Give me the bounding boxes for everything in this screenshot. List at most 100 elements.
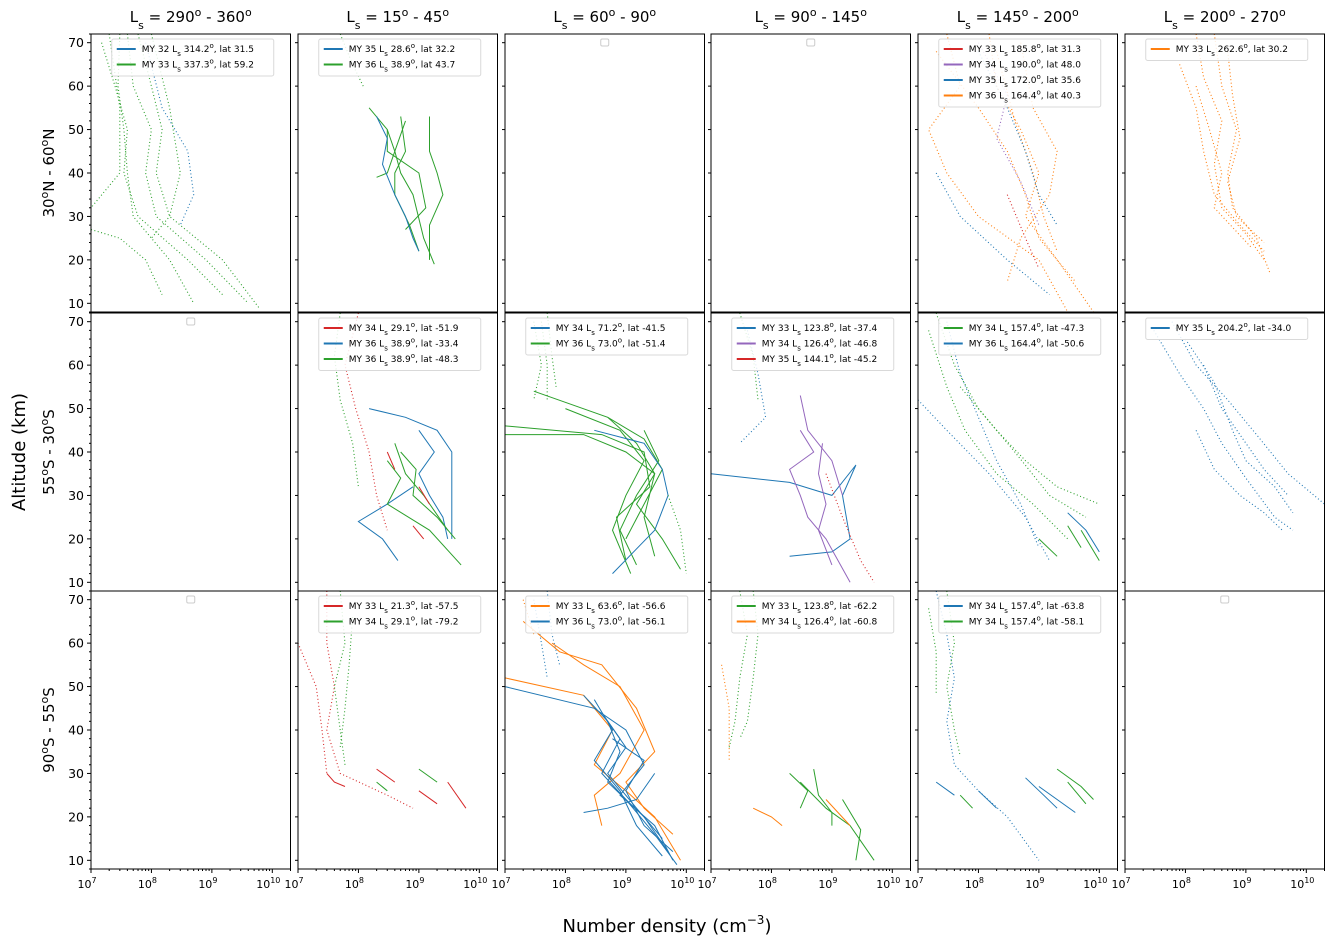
empty-legend — [806, 38, 816, 47]
y-tick-label: 40 — [68, 723, 84, 738]
column-title: Ls = 60o - 90o — [553, 6, 656, 32]
x-tick-label: 109 — [612, 876, 631, 891]
profile-line — [978, 790, 997, 809]
empty-legend — [186, 317, 196, 326]
profile-line — [333, 313, 359, 487]
profile-line — [1184, 338, 1294, 514]
legend-entry: MY 34 Ls 29.1o, lat -51.9 — [349, 321, 459, 337]
legend-entry: MY 32 Ls 314.2o, lat 31.5 — [142, 42, 254, 58]
profile-line — [357, 486, 414, 561]
legend-box — [318, 38, 482, 77]
profile-line — [619, 430, 660, 566]
panel-frame — [1124, 312, 1325, 592]
y-tick-label: 30 — [68, 488, 84, 503]
profile-line — [326, 773, 346, 787]
column-title: Ls = 90o - 145o — [755, 6, 868, 32]
legend-entry: MY 34 Ls 157.4o, lat -47.3 — [969, 321, 1084, 337]
profile-line — [928, 330, 1069, 540]
panel-r2-c3: MY 33 Ls 123.8o, lat -62.2MY 34 Ls 126.4… — [708, 590, 911, 870]
x-axis-col2: 107 108 109 1010 — [491, 869, 705, 891]
legend-box — [731, 595, 895, 634]
profile-line — [842, 799, 862, 861]
legend-box — [731, 317, 895, 371]
legend-entry: MY 34 Ls 157.4o, lat -63.8 — [969, 599, 1085, 615]
profiles — [91, 34, 260, 309]
row-label: 90oS - 55oS — [38, 687, 59, 773]
profile-line — [739, 330, 767, 444]
profile-line — [505, 434, 681, 570]
panel-r0-c4: MY 33 Ls 185.8o, lat 31.3MY 34 Ls 190.0o… — [915, 33, 1118, 313]
profile-line — [1203, 364, 1289, 496]
x-tick-label: 107 — [491, 876, 510, 891]
legend: MY 33 Ls 123.8o, lat -62.2MY 34 Ls 126.4… — [731, 595, 895, 634]
profile-line — [412, 525, 425, 540]
x-tick-label: 109 — [198, 876, 217, 891]
legend-box — [1145, 317, 1309, 340]
x-tick-label: 107 — [904, 876, 923, 891]
profile-line — [593, 699, 663, 857]
legend-entry: MY 34 Ls 126.4o, lat -60.8 — [762, 615, 878, 631]
legend-box — [318, 317, 482, 371]
profile-line — [376, 768, 396, 783]
panel-frame — [710, 33, 911, 313]
x-tick-label: 1010 — [256, 876, 280, 891]
profile-line — [418, 768, 438, 783]
x-tick-label: 108 — [138, 876, 157, 891]
legend-entry: MY 36 Ls 73.0o, lat -51.4 — [556, 337, 666, 353]
panel-frame — [1124, 33, 1325, 313]
legend-entry: MY 33 Ls 21.3o, lat -57.5 — [349, 599, 459, 615]
profile-line — [400, 451, 456, 540]
x-axis-col3: 107 108 109 1010 — [697, 869, 911, 891]
panel-r1-c0: 10 20 30 40 50 60 70 — [68, 312, 291, 592]
profile-line — [1067, 525, 1082, 548]
legend-entry: MY 34 Ls 190.0o, lat 48.0 — [969, 58, 1081, 74]
profile-line — [752, 807, 783, 826]
profile-line — [928, 608, 937, 696]
y-tick-label: 50 — [68, 679, 84, 694]
panel-frame — [90, 312, 291, 592]
profile-line — [418, 790, 438, 805]
panel-r2-c1: MY 33 Ls 21.3o, lat -57.5MY 34 Ls 29.1o,… — [295, 590, 498, 870]
legend: MY 35 Ls 204.2o, lat -34.0 — [1145, 317, 1309, 340]
legend: MY 33 Ls 123.8o, lat -37.4MY 34 Ls 126.4… — [731, 317, 895, 371]
y-tick-label: 60 — [68, 358, 84, 373]
profile-line — [1038, 786, 1076, 813]
x-tick-label: 1010 — [463, 876, 487, 891]
profile-line — [298, 642, 328, 774]
legend-entry: MY 33 Ls 123.8o, lat -37.4 — [762, 321, 878, 337]
profile-line — [817, 443, 833, 566]
y-axis-label: Altitude (km) — [9, 393, 30, 511]
y-tick-label: 70 — [68, 35, 84, 50]
profile-line — [959, 794, 973, 809]
legend-entry: MY 36 Ls 73.0o, lat -56.1 — [556, 615, 666, 631]
legend: MY 34 Ls 157.4o, lat -47.3MY 36 Ls 164.4… — [938, 317, 1102, 356]
legend-entry: MY 34 Ls 29.1o, lat -79.2 — [349, 615, 459, 631]
x-axis-col5: 107 108 109 1010 — [1111, 869, 1325, 891]
legend: MY 34 Ls 29.1o, lat -51.9MY 36 Ls 38.9o,… — [318, 317, 482, 371]
profile-line — [394, 116, 420, 252]
y-tick-label: 60 — [68, 79, 84, 94]
y-tick-label: 10 — [68, 853, 84, 868]
legend-entry: MY 36 Ls 164.4o, lat -50.6 — [969, 337, 1085, 353]
panel-r2-c4: MY 34 Ls 157.4o, lat -63.8MY 34 Ls 157.4… — [915, 590, 1118, 870]
legend-entry: MY 33 Ls 337.3o, lat 59.2 — [142, 58, 254, 74]
profile-line — [825, 473, 875, 583]
x-tick-label: 109 — [818, 876, 837, 891]
profile-line — [376, 116, 420, 252]
x-tick-label: 1010 — [876, 876, 900, 891]
profile-line — [927, 34, 1069, 312]
legend-box — [938, 595, 1102, 634]
legend-box — [318, 595, 482, 634]
legend-entry: MY 35 Ls 28.6o, lat 32.2 — [349, 42, 455, 58]
profile-line — [711, 464, 857, 557]
legend-box — [111, 38, 275, 77]
x-axis-col4: 107 108 109 1010 — [904, 869, 1118, 891]
legend-entry: MY 33 Ls 262.6o, lat 30.2 — [1176, 42, 1288, 58]
panel-r0-c5: MY 33 Ls 262.6o, lat 30.2 — [1122, 33, 1325, 313]
row-label: 55oS - 30oS — [38, 409, 59, 495]
panel-r1-c3: MY 33 Ls 123.8o, lat -37.4MY 34 Ls 126.4… — [708, 312, 911, 592]
profile-line — [959, 386, 1100, 505]
column-title: Ls = 200o - 270o — [1164, 6, 1286, 32]
x-tick-label: 1010 — [1083, 876, 1107, 891]
